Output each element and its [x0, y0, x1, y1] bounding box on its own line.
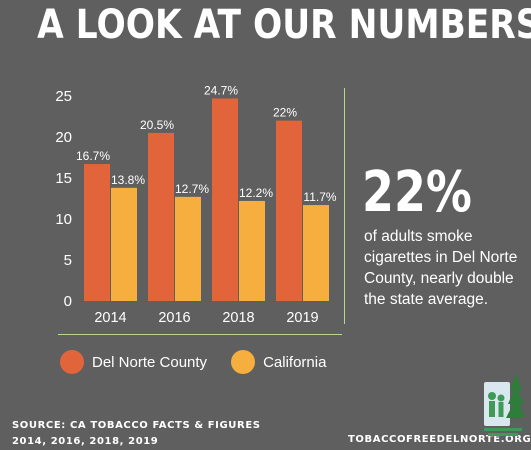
y-tick-label: 15 [55, 170, 72, 187]
data-label: 11.7% [303, 190, 336, 204]
legend-label-california: California [263, 353, 327, 371]
legend-label-del-norte: Del Norte County [92, 353, 208, 371]
bar [84, 164, 110, 301]
bar [276, 120, 302, 301]
data-label: 16.7% [76, 149, 110, 163]
data-label: 22% [273, 106, 297, 120]
legend-item-del-norte: Del Norte County [60, 350, 207, 374]
bar [111, 187, 137, 301]
bar [239, 200, 265, 301]
bar [303, 205, 329, 301]
stat-description: of adults smoke cigarettes in Del Norte … [364, 228, 518, 308]
people-tree-logo-icon [484, 374, 524, 436]
data-label: 24.7% [204, 83, 238, 97]
y-tick-label: 25 [55, 88, 72, 105]
y-tick-label: 20 [55, 129, 72, 146]
bar [148, 132, 174, 301]
source-line-2: 2014, 2016, 2018, 2019 [12, 436, 159, 447]
data-label: 13.8% [111, 173, 145, 187]
y-tick-label: 10 [55, 211, 72, 228]
website-link[interactable]: TOBACCOFREEDELNORTE.ORG [348, 434, 531, 445]
source-line-1: SOURCE: CA TOBACCO FACTS & FIGURES [12, 420, 261, 431]
source-note: SOURCE: CA TOBACCO FACTS & FIGURES 2014,… [12, 418, 261, 450]
chart-legend: Del Norte County California [60, 350, 326, 374]
stat-percentage: 22% [362, 160, 472, 225]
y-tick-label: 5 [64, 252, 72, 269]
data-label: 12.7% [175, 182, 209, 196]
data-label: 20.5% [140, 118, 174, 132]
bar [175, 196, 201, 301]
x-tick-label: 2014 [94, 310, 126, 326]
x-tick-label: 2018 [222, 310, 254, 326]
legend-swatch-california [231, 350, 256, 374]
y-tick-label: 0 [64, 293, 72, 310]
horizontal-divider [58, 334, 342, 335]
bar [212, 98, 238, 302]
legend-swatch-del-norte [60, 350, 84, 374]
legend-item-california: California [231, 350, 326, 374]
data-label: 12.2% [239, 186, 273, 200]
page-title: A LOOK AT OUR NUMBERS [37, 2, 531, 48]
x-tick-label: 2016 [158, 310, 190, 326]
vertical-divider [344, 88, 345, 324]
x-tick-label: 2019 [286, 310, 318, 326]
